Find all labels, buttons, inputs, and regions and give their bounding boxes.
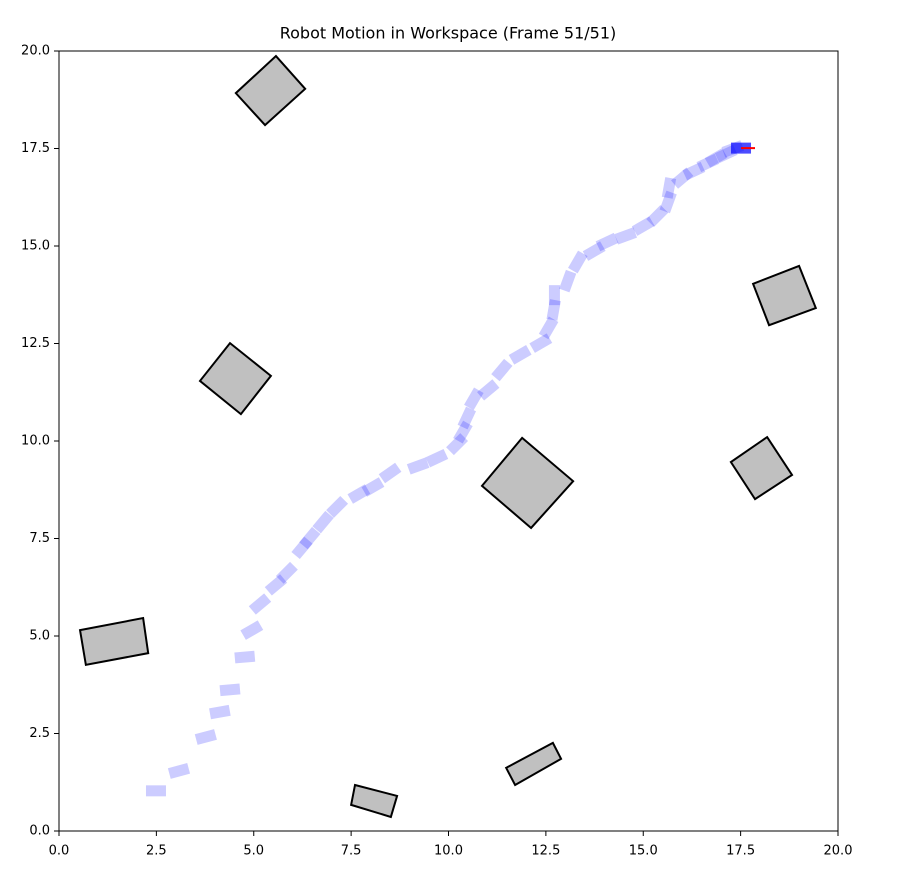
trail-pose	[194, 729, 217, 745]
trail-pose	[453, 420, 473, 444]
trail-pose	[219, 683, 241, 697]
y-tick-label: 0.0	[29, 824, 50, 839]
x-tick-label: 5.0	[243, 844, 264, 859]
trail-pose	[167, 763, 191, 779]
trail-pose	[568, 250, 588, 274]
trail-pose	[361, 477, 385, 497]
trail-pose	[582, 241, 606, 261]
trail-pose	[457, 406, 477, 430]
trail-pose	[378, 462, 402, 484]
obstacle	[198, 341, 273, 416]
trail-pose	[299, 526, 321, 550]
chart-title: Robot Motion in Workspace (Frame 51/51)	[280, 24, 617, 43]
trail-pose	[446, 433, 469, 456]
trail-pose	[312, 510, 334, 534]
obstacle	[480, 436, 575, 530]
x-tick-label: 12.5	[531, 844, 560, 859]
trail-pose	[275, 561, 298, 584]
trail-pose	[696, 153, 720, 173]
trail-pose	[631, 216, 655, 236]
y-tick-label: 20.0	[21, 44, 50, 59]
trail-pose	[595, 232, 619, 252]
trail-pose	[291, 536, 313, 560]
trail-pose	[546, 299, 561, 321]
trail-pose	[248, 593, 272, 615]
y-tick-label: 7.5	[29, 531, 50, 546]
trail-pose	[704, 148, 728, 168]
trail-pose	[529, 333, 553, 353]
y-tick-label: 10.0	[21, 434, 50, 449]
y-tick-label: 2.5	[29, 726, 50, 741]
y-tick-label: 17.5	[21, 141, 50, 156]
y-tick-label: 15.0	[21, 239, 50, 254]
trail-pose	[661, 177, 677, 199]
trail-pose	[671, 167, 694, 189]
obstacle	[234, 54, 307, 127]
trail-pose	[406, 457, 430, 475]
x-tick-label: 15.0	[629, 844, 658, 859]
obstacle	[729, 435, 794, 501]
x-tick-label: 10.0	[434, 844, 463, 859]
trail-pose	[508, 345, 532, 365]
y-tick-label: 12.5	[21, 336, 50, 351]
trail-pose	[559, 269, 577, 293]
trail-pose	[464, 387, 484, 411]
x-tick-label: 20.0	[824, 844, 853, 859]
trail-pose	[646, 205, 669, 227]
obstacle	[751, 264, 818, 327]
trail-pose	[209, 704, 231, 720]
trail-pose	[326, 495, 349, 518]
trail-pose	[477, 379, 500, 401]
trail-pose	[240, 620, 264, 640]
trail-pose	[425, 448, 449, 468]
obstacle	[504, 741, 563, 787]
trail-pose	[491, 358, 513, 382]
trail-pose	[659, 190, 677, 214]
trail-pose	[614, 227, 638, 245]
trail-pose	[347, 484, 371, 504]
trail-pose	[234, 650, 256, 664]
obstacle	[349, 783, 399, 819]
x-tick-label: 0.0	[49, 844, 70, 859]
trail-pose	[145, 785, 166, 797]
obstacle	[78, 616, 150, 667]
trail-pose	[682, 161, 706, 181]
x-tick-label: 2.5	[146, 844, 167, 859]
trail-pose	[548, 285, 560, 306]
plot-frame	[58, 50, 839, 832]
trail-pose	[538, 316, 559, 340]
x-tick-label: 17.5	[726, 844, 755, 859]
trail-pose	[264, 574, 288, 596]
x-tick-label: 7.5	[341, 844, 362, 859]
y-tick-label: 5.0	[29, 629, 50, 644]
